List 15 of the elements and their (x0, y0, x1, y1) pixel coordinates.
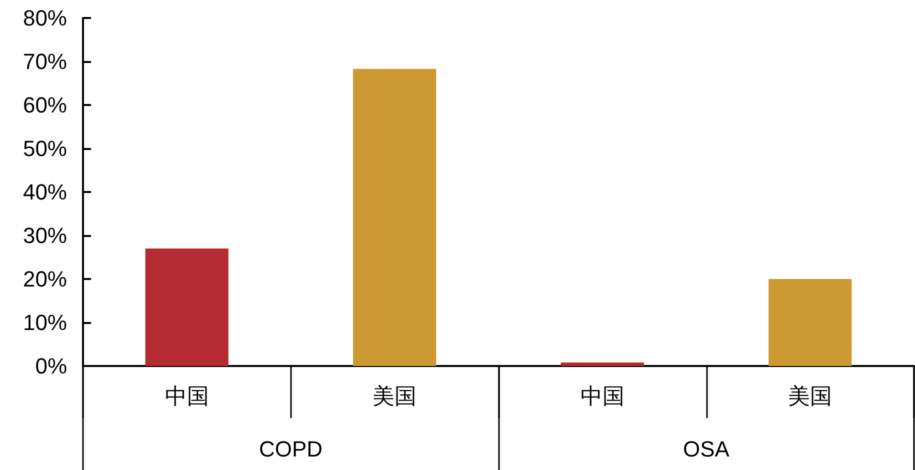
y-tick-label: 20% (22, 266, 67, 292)
text: 美国 (788, 384, 832, 410)
y-tick-label: 30% (22, 223, 67, 248)
y-tick-label: 70% (22, 49, 67, 74)
y-tick-label: 50% (22, 136, 67, 161)
y-tick-label: 10% (22, 310, 67, 335)
series-label: 中国 (164, 384, 209, 410)
y-tick-label: 40% (22, 180, 67, 204)
text: 中国 (580, 384, 624, 410)
series-label: 美国 (372, 384, 417, 410)
x-tick-label: COPD (258, 436, 323, 462)
y-tick-label: 80% (22, 6, 67, 30)
x-tick-label: OSA (683, 436, 730, 462)
y-tick-label: 60% (22, 92, 67, 118)
y-tick-label: 0% (35, 354, 67, 378)
